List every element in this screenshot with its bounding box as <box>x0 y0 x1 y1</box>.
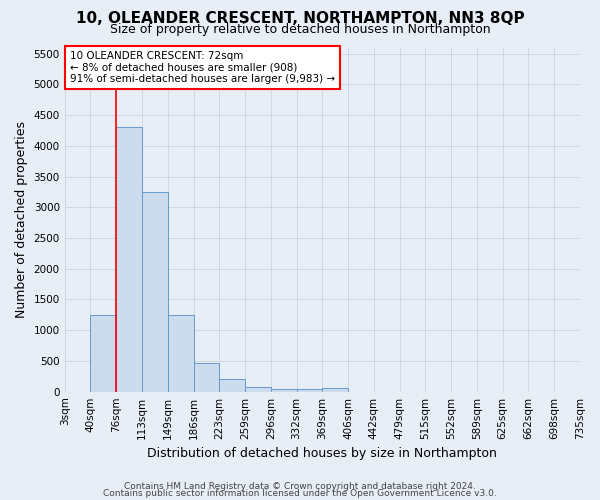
Bar <box>296 388 322 392</box>
Text: 10 OLEANDER CRESCENT: 72sqm
← 8% of detached houses are smaller (908)
91% of sem: 10 OLEANDER CRESCENT: 72sqm ← 8% of deta… <box>70 51 335 84</box>
Bar <box>91 315 116 392</box>
Y-axis label: Number of detached properties: Number of detached properties <box>15 121 28 318</box>
Text: Contains public sector information licensed under the Open Government Licence v3: Contains public sector information licen… <box>103 489 497 498</box>
Bar <box>271 388 296 392</box>
Bar <box>168 315 193 392</box>
X-axis label: Distribution of detached houses by size in Northampton: Distribution of detached houses by size … <box>148 447 497 460</box>
Bar <box>142 192 168 392</box>
Text: Contains HM Land Registry data © Crown copyright and database right 2024.: Contains HM Land Registry data © Crown c… <box>124 482 476 491</box>
Bar <box>193 364 219 392</box>
Bar <box>116 128 142 392</box>
Text: 10, OLEANDER CRESCENT, NORTHAMPTON, NN3 8QP: 10, OLEANDER CRESCENT, NORTHAMPTON, NN3 … <box>76 11 524 26</box>
Bar <box>245 387 271 392</box>
Bar <box>322 388 348 392</box>
Bar <box>219 380 245 392</box>
Text: Size of property relative to detached houses in Northampton: Size of property relative to detached ho… <box>110 22 490 36</box>
